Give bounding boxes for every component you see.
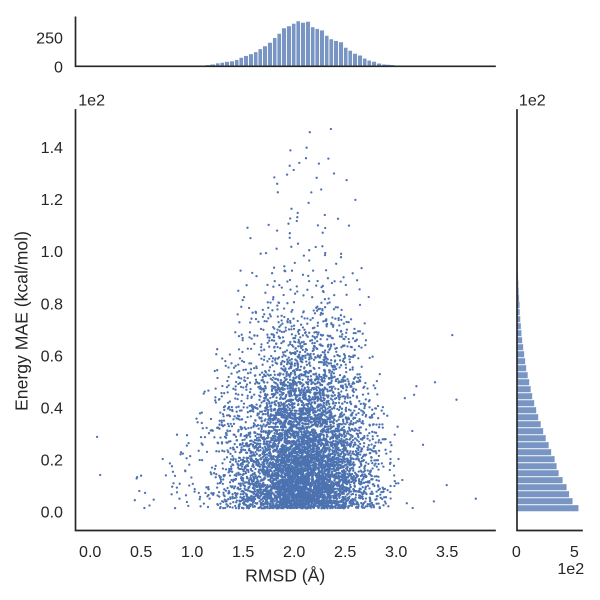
svg-text:1.5: 1.5	[232, 543, 254, 561]
svg-text:3.0: 3.0	[385, 543, 407, 561]
svg-text:1e2: 1e2	[78, 92, 105, 110]
svg-text:0.8: 0.8	[41, 295, 63, 313]
svg-text:5: 5	[570, 543, 579, 561]
svg-text:1.0: 1.0	[181, 543, 203, 561]
svg-text:0.0: 0.0	[79, 543, 101, 561]
svg-text:1e2: 1e2	[519, 92, 546, 110]
svg-text:1e2: 1e2	[557, 560, 584, 578]
svg-text:2.5: 2.5	[334, 543, 356, 561]
svg-text:2.0: 2.0	[283, 543, 305, 561]
svg-text:0.0: 0.0	[41, 504, 63, 522]
svg-text:3.5: 3.5	[436, 543, 458, 561]
svg-text:0.2: 0.2	[41, 452, 63, 470]
svg-text:1.2: 1.2	[41, 191, 63, 209]
svg-text:0: 0	[512, 543, 521, 561]
svg-text:0.6: 0.6	[41, 347, 63, 365]
svg-text:0: 0	[54, 58, 63, 76]
svg-text:RMSD (Å): RMSD (Å)	[245, 565, 325, 585]
svg-text:250: 250	[36, 29, 63, 47]
svg-text:1.4: 1.4	[41, 139, 63, 157]
svg-text:Energy MAE (kcal/mol): Energy MAE (kcal/mol)	[12, 231, 32, 411]
svg-text:0.4: 0.4	[41, 400, 63, 418]
svg-text:0.5: 0.5	[130, 543, 152, 561]
svg-text:1.0: 1.0	[41, 243, 63, 261]
